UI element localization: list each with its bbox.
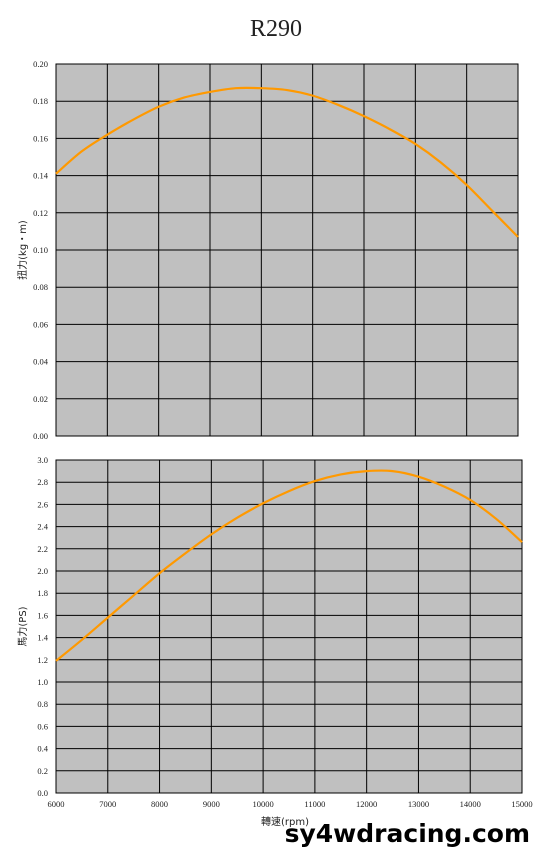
y-tick-label: 3.0: [37, 455, 48, 465]
x-tick-label: 10000: [252, 799, 273, 809]
plots-container: 0.00 0.02 0.04 0.06 0.08 0.10 0.12 0.14 0.16 0.18…: [16, 59, 533, 828]
y-tick-label: 0.02: [33, 394, 48, 404]
x-tick-label: 6000: [48, 799, 65, 809]
y-tick-label: 1.8: [37, 588, 48, 598]
y-tick-label: 0.6: [37, 721, 48, 731]
x-axis-label: 轉速(rpm): [261, 815, 309, 828]
y-tick-label: 2.2: [37, 544, 48, 554]
y-tick-label: 2.4: [37, 522, 48, 532]
y-tick-label: 1.4: [37, 633, 48, 643]
y-axis-label: 馬力(PS): [16, 606, 29, 646]
y-tick-label: 0.14: [33, 171, 49, 181]
y-tick-label: 1.6: [37, 610, 48, 620]
watermark-text: sy4wdracing.com: [285, 819, 530, 848]
x-tick-label: 12000: [356, 799, 377, 809]
y-tick-label: 0.10: [33, 245, 48, 255]
y-tick-label: 0.04: [33, 357, 49, 367]
y-tick-label: 0.06: [33, 319, 48, 329]
x-tick-label: 14000: [460, 799, 481, 809]
y-tick-label: 2.8: [37, 477, 48, 487]
y-tick-label: 0.8: [37, 699, 48, 709]
y-tick-label: 0.08: [33, 282, 48, 292]
y-tick-label: 0.20: [33, 59, 48, 69]
x-tick-label: 9000: [203, 799, 220, 809]
y-tick-label: 1.0: [37, 677, 48, 687]
x-tick-label: 11000: [304, 799, 325, 809]
x-tick-label: 13000: [408, 799, 429, 809]
y-tick-label: 0.4: [37, 744, 48, 754]
y-tick-label: 1.2: [37, 655, 48, 665]
plot-1: 0.00 0.02 0.04 0.06 0.08 0.10 0.12 0.14 0.16 0.18…: [16, 59, 519, 441]
y-tick-label: 0.16: [33, 133, 48, 143]
plot-area: [55, 459, 523, 794]
y-tick-label: 0.12: [33, 208, 48, 218]
y-tick-label: 2.0: [37, 566, 48, 576]
y-tick-label: 0.0: [37, 788, 48, 798]
plot-2: 0.0 0.2 0.4 0.6 0.8 1.0 1.2 1.4 1.6 1.8 2.0 2.2 2.4 2…: [16, 455, 533, 828]
y-tick-label: 0.18: [33, 96, 48, 106]
x-tick-label: 8000: [151, 799, 168, 809]
y-tick-label: 0.00: [33, 431, 48, 441]
x-tick-label: 15000: [511, 799, 532, 809]
y-tick-label: 0.2: [37, 766, 48, 776]
x-tick-label: 7000: [99, 799, 116, 809]
series-line: [55, 469, 523, 662]
chart-title: R290: [250, 16, 302, 42]
y-axis-label: 扭力(kg・m): [16, 220, 29, 280]
series-line: [55, 86, 519, 238]
y-tick-label: 2.6: [37, 499, 48, 509]
